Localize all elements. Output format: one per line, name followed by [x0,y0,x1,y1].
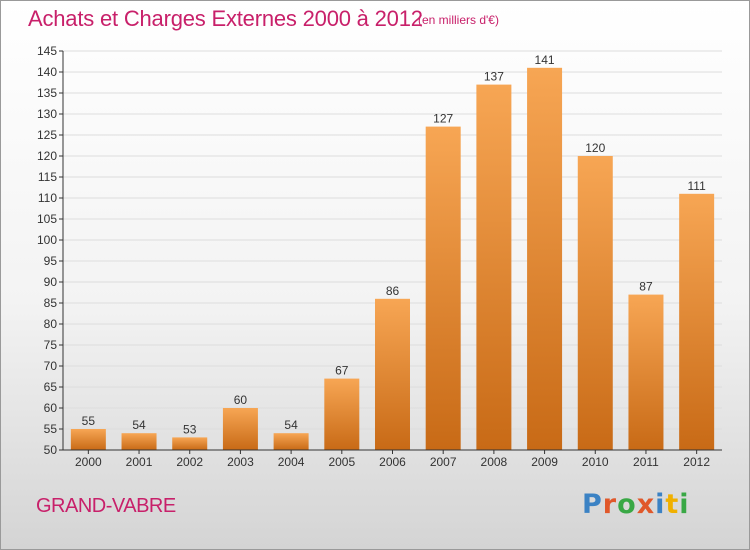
logo-letter: t [665,489,680,520]
bar [172,437,208,450]
bar [476,84,512,450]
x-tick-label: 2006 [379,455,406,469]
value-label: 137 [484,70,504,84]
y-tick-label: 125 [37,128,57,142]
value-label: 86 [386,284,400,298]
axes [59,50,722,454]
x-tick-label: 2004 [278,455,305,469]
value-label: 55 [82,414,96,428]
y-tick-label: 105 [37,212,57,226]
y-tick-label: 85 [44,296,58,310]
value-label: 54 [132,418,146,432]
x-tick-labels: 2000 2001 2002 2003 2004 2005 2006 2007 2008 2009… [75,455,710,469]
y-tick-label: 60 [44,401,58,415]
x-tick-label: 2009 [531,455,558,469]
chart-title: Achats et Charges Externes 2000 à 2012 [28,6,423,31]
y-tick-label: 55 [44,422,58,436]
y-tick-label: 140 [37,65,57,79]
y-tick-label: 135 [37,86,57,100]
bar [577,156,613,450]
y-tick-label: 65 [44,380,58,394]
logo-letter: P [582,489,603,520]
bar [679,193,715,451]
bar [70,429,106,450]
value-label: 67 [335,364,349,378]
x-tick-label: 2008 [481,455,508,469]
y-tick-label: 145 [37,44,57,58]
x-tick-label: 2003 [227,455,254,469]
commune-name: GRAND-VABRE [36,495,176,517]
bars [70,67,715,451]
y-tick-label: 50 [44,443,58,457]
logo-letter: r [602,489,618,520]
value-label: 54 [284,418,298,432]
bar [375,298,410,450]
value-label: 53 [183,422,197,436]
bar [527,67,563,451]
bar [628,294,664,450]
x-tick-label: 2002 [176,455,203,469]
logo-letter: i [679,489,690,520]
y-tick-label: 75 [44,338,58,352]
y-tick-label: 100 [37,233,57,247]
x-tick-label: 2001 [126,455,153,469]
y-tick-label: 80 [44,317,58,331]
y-tick-label: 95 [44,254,58,268]
x-tick-label: 2011 [633,455,659,469]
x-tick-label: 2012 [683,455,710,469]
bar [121,433,157,450]
bar [425,126,461,450]
y-tick-label: 110 [38,191,57,205]
y-tick-label: 120 [37,149,57,163]
logo-letter: i [655,489,666,520]
x-tick-label: 2010 [582,455,609,469]
y-tick-labels: 50 55 60 65 70 75 80 85 90 95 100 105 110 115 120 125 13… [37,44,57,457]
value-label: 127 [433,112,453,126]
value-label: 60 [234,393,248,407]
y-tick-label: 115 [38,170,57,184]
y-tick-label: 70 [44,359,58,373]
y-tick-label: 130 [37,107,57,121]
chart-subtitle: (en milliers d'€) [418,13,499,27]
proxiti-logo: Proxiti [582,489,690,520]
x-tick-label: 2007 [430,455,457,469]
logo-letter: x [636,489,656,520]
bar [222,408,258,450]
value-label: 141 [535,53,555,67]
x-tick-label: 2005 [328,455,355,469]
value-label: 120 [585,141,605,155]
bar [324,378,360,450]
bar [273,433,309,450]
value-label: 87 [639,280,653,294]
x-tick-label: 2000 [75,455,102,469]
value-label: 111 [688,179,707,193]
value-labels: 55 54 53 60 54 67 86 127 137 141 120 87 111 [82,53,706,437]
y-tick-label: 90 [44,275,58,289]
logo-letter: o [617,489,637,520]
